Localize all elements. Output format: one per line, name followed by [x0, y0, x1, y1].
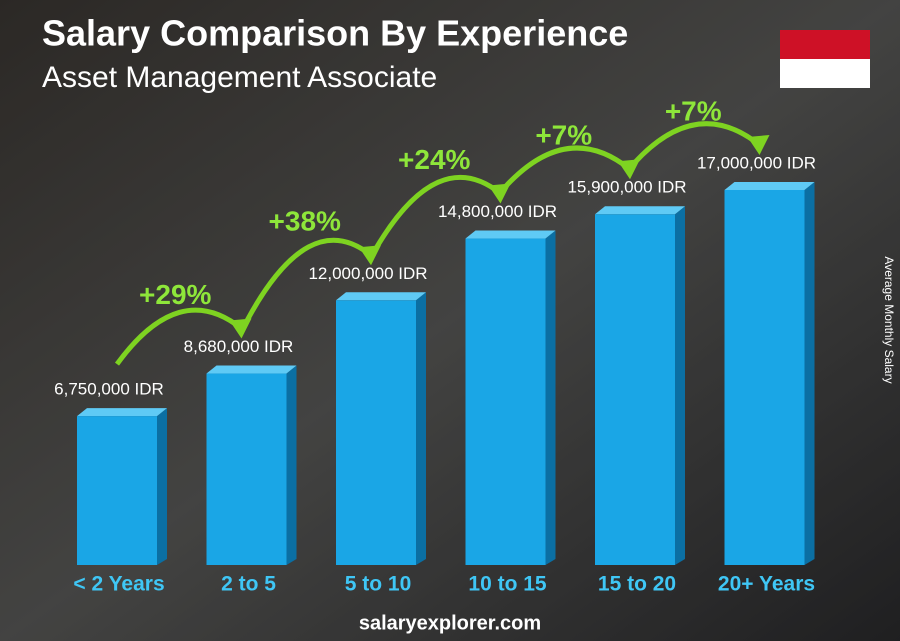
- bar: [336, 300, 416, 565]
- value-label: 14,800,000 IDR: [438, 202, 557, 221]
- change-arrow: [244, 237, 373, 323]
- x-tick-label: 15 to 20: [598, 573, 676, 596]
- change-arrow: [503, 145, 632, 189]
- value-label: 6,750,000 IDR: [54, 380, 164, 399]
- change-label: +24%: [398, 144, 470, 175]
- flag-white: [780, 59, 870, 88]
- bar-side: [157, 408, 167, 565]
- bar: [77, 416, 157, 565]
- bar-side: [675, 206, 685, 565]
- change-arrowhead: [747, 135, 770, 155]
- bar-side: [545, 230, 556, 565]
- bar-top: [336, 292, 426, 301]
- change-arrowhead: [229, 318, 252, 339]
- bar-top: [77, 408, 167, 417]
- x-tick-label: 5 to 10: [345, 573, 412, 596]
- change-label: +38%: [269, 206, 341, 237]
- change-arrowhead: [618, 159, 640, 180]
- bar-side: [416, 292, 426, 565]
- change-label: +7%: [535, 120, 592, 151]
- chart-title: Salary Comparison By Experience: [42, 13, 628, 54]
- flag-red: [780, 30, 870, 59]
- bar: [465, 238, 546, 565]
- change-arrow: [114, 307, 244, 366]
- bar-top: [724, 182, 815, 190]
- value-label: 12,000,000 IDR: [308, 264, 427, 283]
- value-label: 15,900,000 IDR: [567, 178, 686, 197]
- x-tick-label: 20+ Years: [718, 573, 815, 596]
- flag: [780, 30, 870, 88]
- bar: [595, 214, 675, 565]
- bar: [206, 373, 287, 565]
- change-arrow: [373, 175, 503, 250]
- bar-top: [595, 206, 685, 215]
- x-tick-label: 2 to 5: [221, 573, 276, 596]
- value-label: 17,000,000 IDR: [697, 153, 816, 172]
- value-label: 8,680,000 IDR: [184, 337, 294, 356]
- bar: [724, 190, 805, 565]
- bar-top: [465, 230, 556, 239]
- chart-subtitle: Asset Management Associate: [42, 61, 437, 94]
- change-label: +29%: [139, 279, 211, 310]
- bar-side: [804, 182, 815, 565]
- bar-side: [286, 365, 297, 565]
- x-tick-label: < 2 Years: [73, 573, 164, 596]
- bar-top: [206, 365, 297, 374]
- change-arrow: [633, 121, 762, 164]
- x-tick-label: 10 to 15: [468, 573, 547, 596]
- source: salaryexplorer.com: [359, 612, 541, 634]
- change-label: +7%: [665, 95, 722, 126]
- y-axis-label: Average Monthly Salary: [882, 256, 896, 383]
- change-arrowhead: [359, 245, 381, 266]
- change-arrowhead: [488, 183, 511, 204]
